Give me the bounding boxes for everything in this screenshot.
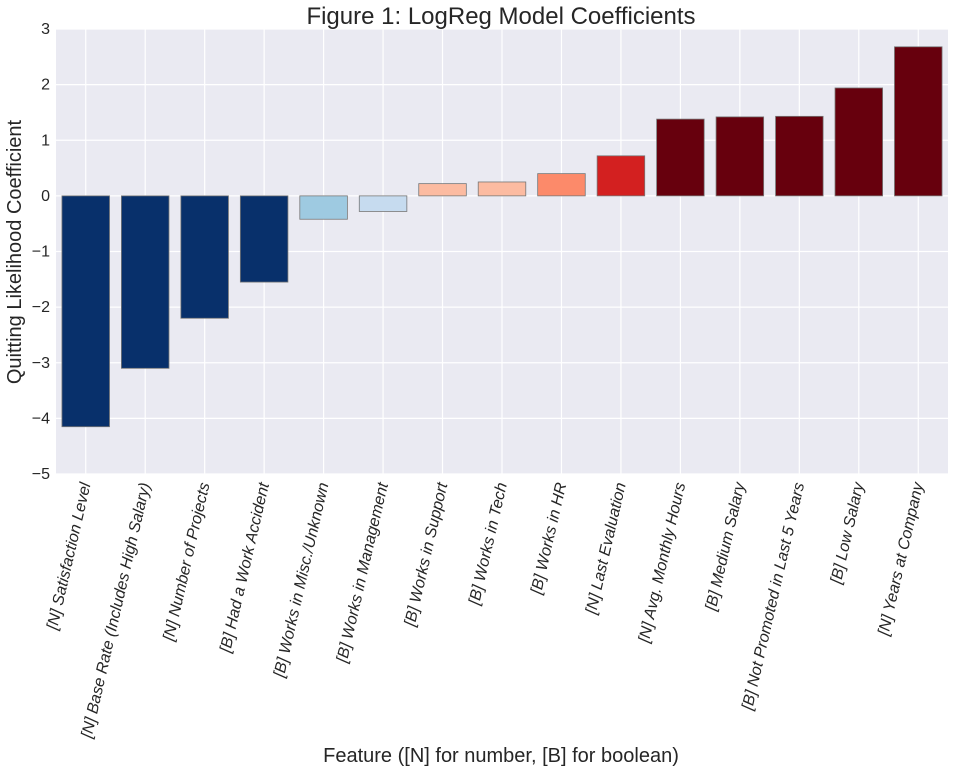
bar (418, 183, 467, 197)
bar (715, 116, 765, 197)
x-tick-label: [B] Had a Work Accident (217, 481, 273, 656)
x-tick-labels: [N] Satisfaction Level[N] Base Rate (Inc… (44, 480, 927, 741)
y-tick-label: −2 (32, 299, 50, 316)
y-tick-label: 0 (41, 188, 50, 205)
x-tick-label: [N] Avg. Monthly Hours (636, 481, 690, 645)
y-tick-labels: −5 −4 −3 −2 −1 0 1 2 3 (32, 21, 50, 483)
bar (299, 195, 348, 220)
bar (61, 195, 110, 428)
y-tick-label: 3 (41, 21, 50, 38)
bar (121, 195, 170, 369)
x-tick-label: [B] Works in Tech (466, 481, 511, 607)
bar (180, 195, 229, 319)
bar (537, 173, 586, 197)
y-tick-label: −1 (32, 244, 50, 261)
y-tick-label: 1 (41, 132, 50, 149)
y-axis-label: Quitting Likelihood Coefficient (4, 119, 26, 384)
bar (358, 195, 408, 212)
y-tick-label: −5 (32, 466, 50, 483)
x-tick-label: [N] Years at Company (875, 480, 927, 638)
bar (477, 181, 527, 197)
x-tick-label: [B] Low Salary (828, 480, 868, 586)
x-tick-label: [B] Not Promoted in Last 5 Years (739, 481, 808, 713)
y-tick-label: −3 (32, 355, 50, 372)
x-tick-label: [N] Satisfaction Level (44, 481, 95, 633)
x-axis-label: Feature ([N] for number, [B] for boolean… (323, 745, 679, 767)
bar (834, 87, 883, 197)
bar (656, 118, 705, 197)
bar (596, 155, 646, 197)
x-tick-label: [N] Last Evaluation (583, 481, 630, 617)
x-tick-label: [N] Number of Projects (160, 481, 213, 643)
y-tick-label: 2 (41, 77, 50, 94)
bars (61, 46, 943, 428)
x-tick-label: [B] Works in Misc./Unknown (271, 481, 333, 680)
x-tick-label: [N] Base Rate (Includes High Salary) (78, 481, 154, 741)
x-tick-label: [B] Works in HR (528, 481, 570, 597)
x-tick-label: [B] Works in Management (334, 481, 392, 666)
bar (775, 115, 824, 197)
x-tick-label: [B] Medium Salary (703, 480, 749, 613)
chart-title: Figure 1: LogReg Model Coefficients (306, 3, 695, 30)
y-tick-label: −4 (32, 410, 50, 427)
bar (239, 195, 289, 283)
x-tick-label: [B] Works in Support (402, 481, 452, 629)
bar (894, 46, 943, 197)
